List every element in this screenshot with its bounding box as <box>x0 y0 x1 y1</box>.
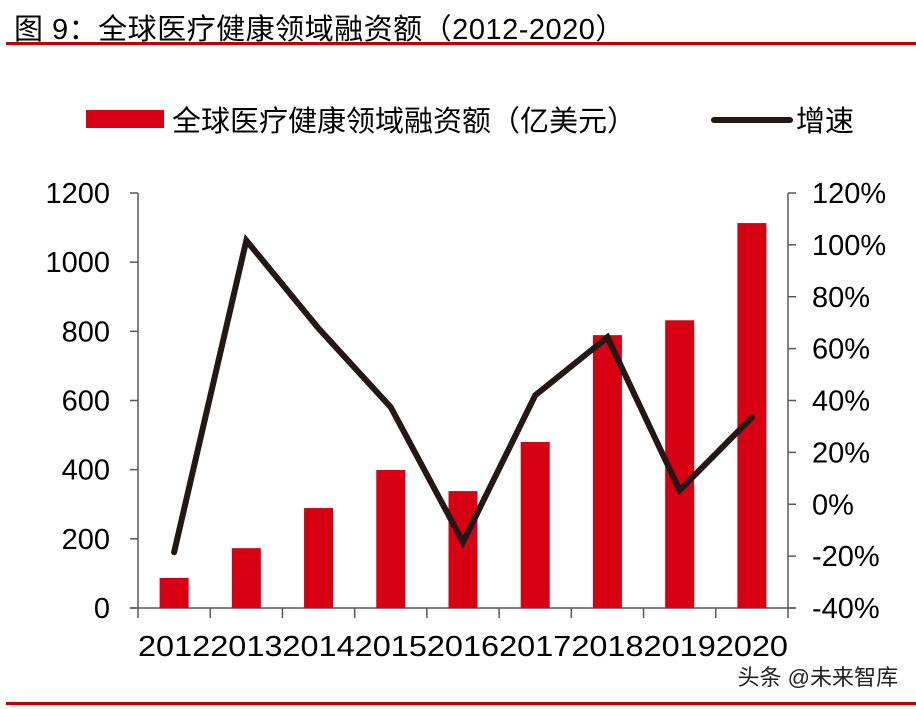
right-axis-tick-label: 0% <box>812 489 854 521</box>
right-axis-tick-label: 20% <box>812 437 870 469</box>
right-axis-tick-label: 80% <box>812 282 870 314</box>
x-axis: 2012 2013 2014 2015 2016 2017 2018 2019 2020 <box>130 607 796 663</box>
chart-title: 图 9：全球医疗健康领域融资额（2012-2020） <box>14 14 625 46</box>
left-axis-tick-label: 200 <box>62 524 110 556</box>
x-axis-tick-label: 2018 <box>571 631 643 663</box>
bar <box>520 442 550 608</box>
right-axis-tick-label: 40% <box>812 386 870 418</box>
footer-rule <box>6 702 916 705</box>
right-axis-tick-label: -40% <box>812 593 880 625</box>
x-axis-tick-label: 2014 <box>282 631 354 663</box>
x-axis-tick-label: 2015 <box>355 631 427 663</box>
left-axis-tick-label: 0 <box>94 593 110 625</box>
left-y-axis: 0 200 400 600 800 1000 1200 <box>45 178 139 625</box>
x-axis-tick-label: 2012 <box>138 631 210 663</box>
legend-bar-label: 全球医疗健康领域融资额（亿美元） <box>172 105 636 138</box>
x-axis-tick-label: 2016 <box>427 631 499 663</box>
left-axis-tick-label: 1200 <box>45 178 110 210</box>
right-axis-tick-label: 100% <box>812 230 886 262</box>
bar <box>304 508 334 608</box>
left-axis-tick-label: 600 <box>62 386 110 418</box>
left-axis-tick-label: 400 <box>62 455 110 487</box>
bar-series <box>159 223 767 608</box>
title-rule <box>6 42 916 45</box>
left-axis-tick-label: 800 <box>62 316 110 348</box>
legend-bar-swatch <box>86 110 164 128</box>
watermark: 头条 @未来智库 <box>737 665 898 690</box>
line-series <box>171 233 755 556</box>
x-axis-tick-label: 2013 <box>210 631 282 663</box>
right-y-axis: -40% -20% 0% 20% 40% 60% 80% 100% 120% <box>787 178 886 625</box>
bar <box>448 491 478 608</box>
x-axis-tick-label: 2017 <box>499 631 571 663</box>
left-axis-tick-label: 1000 <box>45 247 110 279</box>
bar <box>231 548 261 608</box>
legend: 全球医疗健康领域融资额（亿美元） 增速 <box>86 105 854 138</box>
right-axis-tick-label: -20% <box>812 541 880 573</box>
bar <box>159 577 189 608</box>
right-axis-tick-label: 120% <box>812 178 886 210</box>
x-axis-tick-label: 2020 <box>716 631 788 663</box>
right-axis-tick-label: 60% <box>812 334 870 366</box>
legend-line-label: 增速 <box>796 105 854 138</box>
bar <box>376 470 406 608</box>
x-axis-tick-label: 2019 <box>644 631 716 663</box>
bar <box>592 335 622 608</box>
growth-line <box>171 233 755 556</box>
